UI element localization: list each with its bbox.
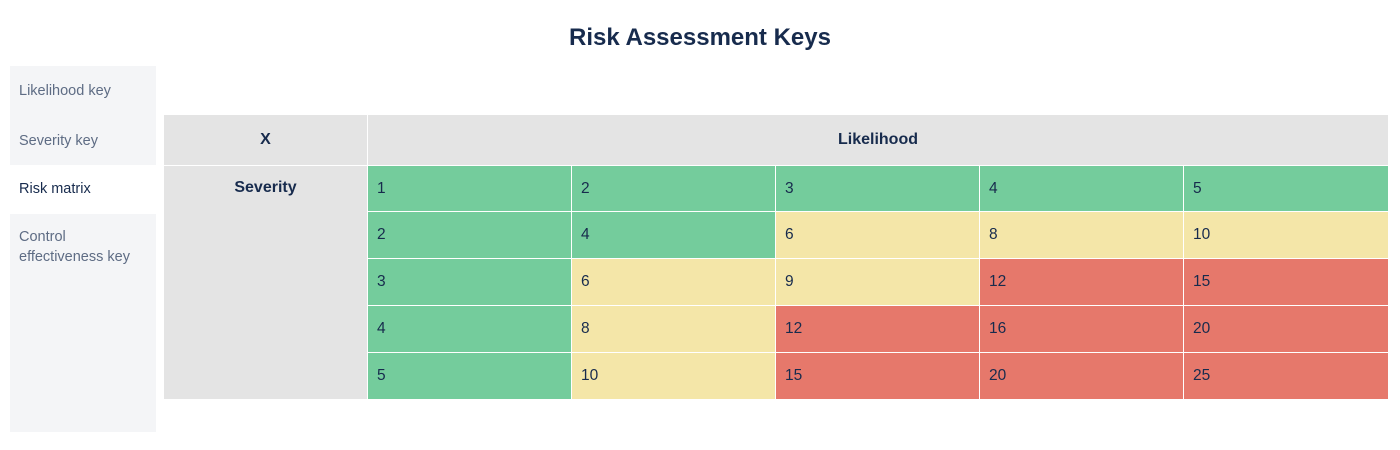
tab-likelihood-key[interactable]: Likelihood key: [19, 83, 111, 99]
matrix-cell: 12: [980, 259, 1183, 305]
sidebar: Likelihood key Severity key Risk matrix …: [10, 66, 156, 432]
matrix-cell: 3: [776, 166, 979, 211]
matrix-cell: 12: [776, 306, 979, 352]
matrix-cell: 2: [368, 212, 571, 258]
likelihood-header: Likelihood: [368, 115, 1388, 165]
matrix-cell: 20: [1184, 306, 1388, 352]
matrix-cell: 16: [980, 306, 1183, 352]
matrix-cell: 15: [1184, 259, 1388, 305]
matrix-cell: 4: [572, 212, 775, 258]
matrix-cell: 4: [980, 166, 1183, 211]
matrix-cell: 15: [776, 353, 979, 399]
matrix-cell: 25: [1184, 353, 1388, 399]
matrix-cell: 1: [368, 166, 571, 211]
page-title: Risk Assessment Keys: [569, 24, 831, 51]
matrix-corner-header: X: [164, 115, 367, 165]
matrix-cell: 6: [572, 259, 775, 305]
matrix-cell: 10: [1184, 212, 1388, 258]
matrix-cell: 8: [980, 212, 1183, 258]
tab-severity-key[interactable]: Severity key: [19, 133, 98, 149]
tab-risk-matrix[interactable]: Risk matrix: [10, 165, 156, 214]
matrix-cell: 4: [368, 306, 571, 352]
matrix-cell: 5: [1184, 166, 1388, 211]
matrix-cell: 8: [572, 306, 775, 352]
tab-control-effectiveness-key[interactable]: Control effectiveness key: [19, 229, 130, 265]
matrix-cell: 20: [980, 353, 1183, 399]
matrix-cell: 3: [368, 259, 571, 305]
matrix-cell: 2: [572, 166, 775, 211]
severity-header: Severity: [164, 166, 367, 399]
matrix-cell: 10: [572, 353, 775, 399]
matrix-cell: 5: [368, 353, 571, 399]
matrix-cell: 6: [776, 212, 979, 258]
matrix-cell: 9: [776, 259, 979, 305]
risk-matrix-table: X Likelihood Severity 1 2 3 4 5 2 4 6 8 …: [164, 115, 1388, 399]
